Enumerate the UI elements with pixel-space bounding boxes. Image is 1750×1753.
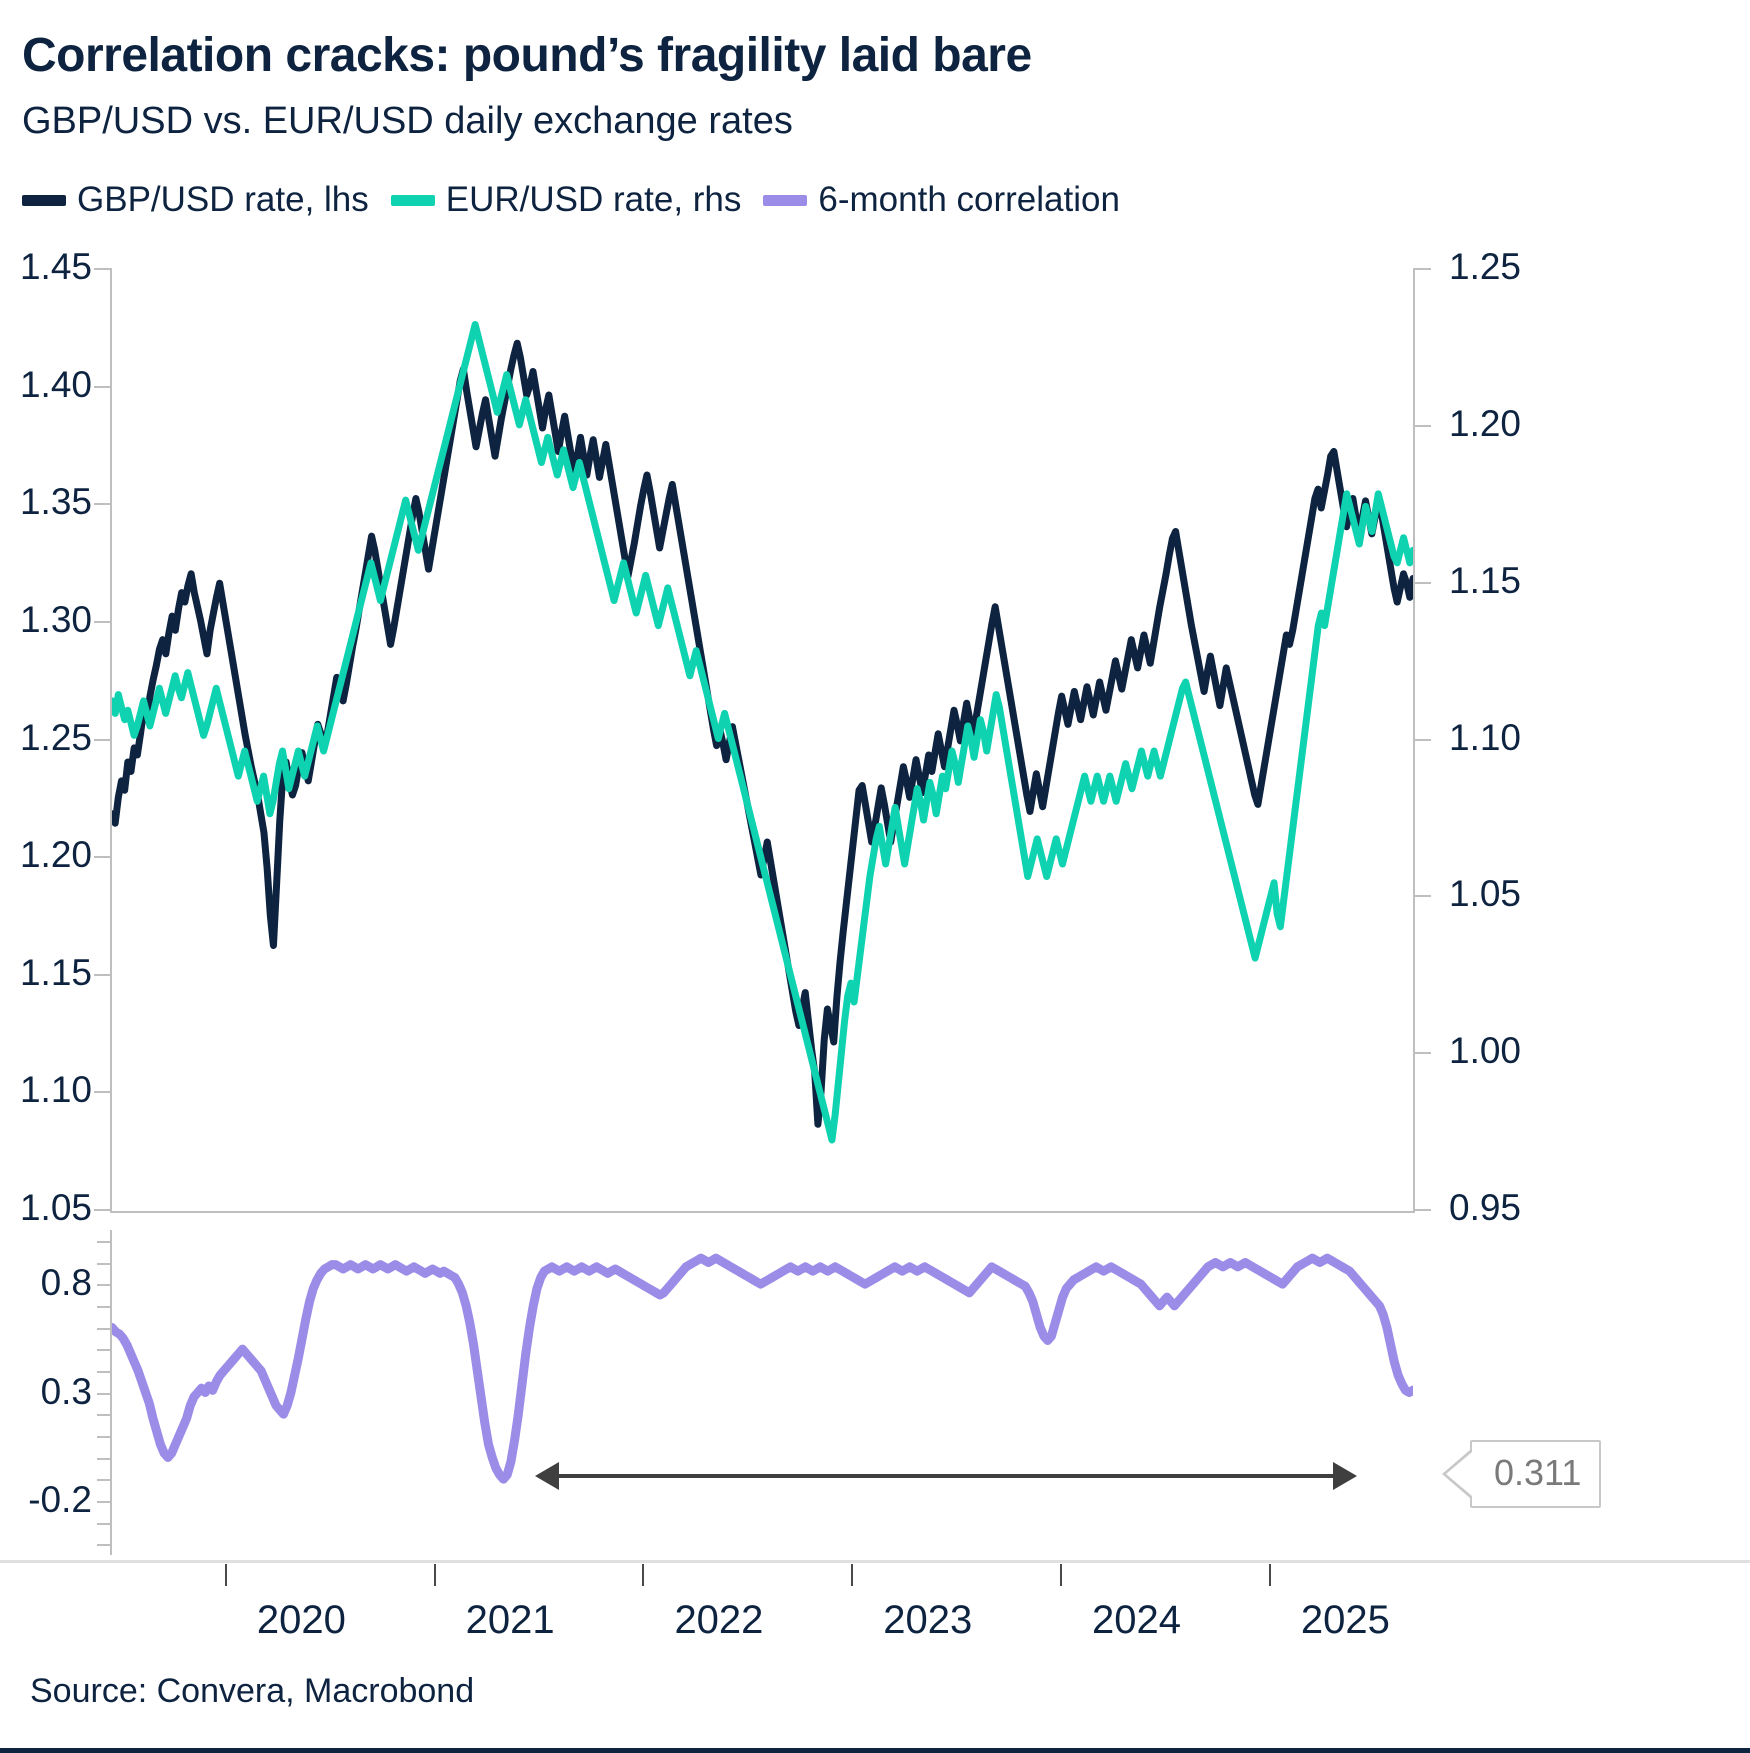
- legend-swatch-gbp: [22, 194, 66, 206]
- y-tick-right: [1415, 581, 1431, 584]
- y-tick-label-left: 1.15: [19, 951, 92, 993]
- correlation-plot-svg: [112, 1253, 1413, 1490]
- legend-swatch-eur: [390, 194, 435, 206]
- y-tick-right: [1415, 738, 1431, 741]
- x-tick-label: 2020: [256, 1598, 346, 1642]
- y-tick-minor-correlation: [97, 1284, 110, 1287]
- y-tick-label-left: 1.45: [19, 246, 92, 287]
- y-tick-right: [1415, 1052, 1431, 1055]
- x-tick: [851, 1564, 854, 1586]
- y-tick-minor-correlation: [97, 1544, 110, 1547]
- y-tick-label-left: 1.40: [19, 363, 92, 405]
- y-tick-minor-correlation: [97, 1500, 110, 1503]
- range-arrow-annotation: [535, 1462, 1357, 1490]
- y-tick-label-right: 1.25: [1449, 246, 1522, 287]
- y-tick-label-left: 1.05: [19, 1187, 92, 1228]
- y-tick-label-left: 1.35: [19, 481, 92, 523]
- y-tick-minor-correlation: [97, 1305, 110, 1308]
- y-tick-left: [94, 268, 110, 270]
- callout-box: 0.311: [1470, 1440, 1602, 1508]
- callout-tail: [1446, 1452, 1472, 1496]
- y-tick-label-left: 1.10: [19, 1069, 92, 1111]
- y-tick-label-right: 1.05: [1449, 873, 1522, 915]
- y-tick-right: [1415, 424, 1431, 427]
- x-tick: [1060, 1564, 1063, 1586]
- y-tick-minor-correlation: [97, 1262, 110, 1265]
- y-tick-minor-correlation: [97, 1240, 110, 1243]
- y-tick-label-correlation: -0.2: [28, 1478, 92, 1520]
- y-tick-left: [94, 738, 110, 741]
- y-tick-right: [1415, 895, 1431, 898]
- y-tick-label-right: 1.15: [1449, 559, 1522, 601]
- main-plot-area: [110, 268, 1415, 1213]
- x-tick: [433, 1564, 436, 1586]
- callout-value: 0.311: [1494, 1452, 1582, 1493]
- y-tick-label-right: 0.95: [1449, 1187, 1522, 1228]
- legend-item-correlation: 6-month correlation: [763, 180, 1120, 220]
- y-tick-label-left: 1.20: [19, 834, 92, 876]
- y-tick-minor-correlation: [97, 1349, 110, 1352]
- main-plot-svg: [112, 320, 1413, 1144]
- y-tick-minor-correlation: [97, 1479, 110, 1482]
- x-tick: [224, 1564, 227, 1586]
- bottom-rule: [0, 1748, 1750, 1753]
- y-tick-left: [94, 503, 110, 506]
- x-tick-label: 2022: [674, 1598, 764, 1642]
- y-tick-label-left: 1.25: [19, 716, 92, 758]
- page-title: Correlation cracks: pound’s fragility la…: [22, 29, 1032, 82]
- legend-label-gbp: GBP/USD rate, lhs: [77, 180, 369, 219]
- y-tick-minor-correlation: [97, 1457, 110, 1460]
- y-tick-left: [94, 620, 110, 623]
- y-tick-left: [94, 1091, 110, 1094]
- y-tick-left: [94, 973, 110, 976]
- y-tick-minor-correlation: [97, 1435, 110, 1438]
- legend-label-eur: EUR/USD rate, rhs: [445, 180, 742, 219]
- x-axis-line: [0, 1560, 1750, 1563]
- y-tick-left: [94, 385, 110, 388]
- y-tick-label-correlation: 0.3: [40, 1370, 92, 1412]
- y-tick-label-correlation: 0.8: [40, 1262, 92, 1304]
- legend-item-eur: EUR/USD rate, rhs: [390, 180, 742, 220]
- correlation-panel: [110, 1230, 1415, 1555]
- y-tick-label-right: 1.20: [1449, 402, 1522, 444]
- x-tick: [1268, 1564, 1271, 1586]
- legend-label-correlation: 6-month correlation: [818, 180, 1120, 219]
- x-tick-label: 2021: [465, 1598, 555, 1642]
- y-tick-left: [94, 856, 110, 859]
- y-tick-label-left: 1.30: [19, 598, 92, 640]
- y-tick-label-right: 1.00: [1449, 1030, 1522, 1072]
- x-tick-label: 2023: [883, 1598, 973, 1642]
- y-tick-minor-correlation: [97, 1522, 110, 1525]
- legend-item-gbp: GBP/USD rate, lhs: [22, 180, 369, 220]
- y-tick-label-right: 1.10: [1449, 716, 1522, 758]
- y-tick-minor-correlation: [97, 1370, 110, 1373]
- y-tick-left: [94, 1209, 110, 1211]
- x-tick-label: 2024: [1092, 1598, 1182, 1642]
- x-tick: [642, 1564, 645, 1586]
- y-tick-minor-correlation: [97, 1414, 110, 1417]
- chart-subtitle: GBP/USD vs. EUR/USD daily exchange rates: [22, 100, 793, 142]
- x-tick-label: 2025: [1300, 1598, 1390, 1642]
- source-note: Source: Convera, Macrobond: [30, 1672, 475, 1710]
- chart-legend: GBP/USD rate, lhs EUR/USD rate, rhs 6-mo…: [22, 180, 1142, 220]
- legend-swatch-correlation: [763, 194, 808, 206]
- y-tick-right: [1415, 1209, 1431, 1211]
- y-tick-minor-correlation: [97, 1327, 110, 1330]
- y-tick-minor-correlation: [97, 1392, 110, 1395]
- y-tick-right: [1415, 268, 1431, 270]
